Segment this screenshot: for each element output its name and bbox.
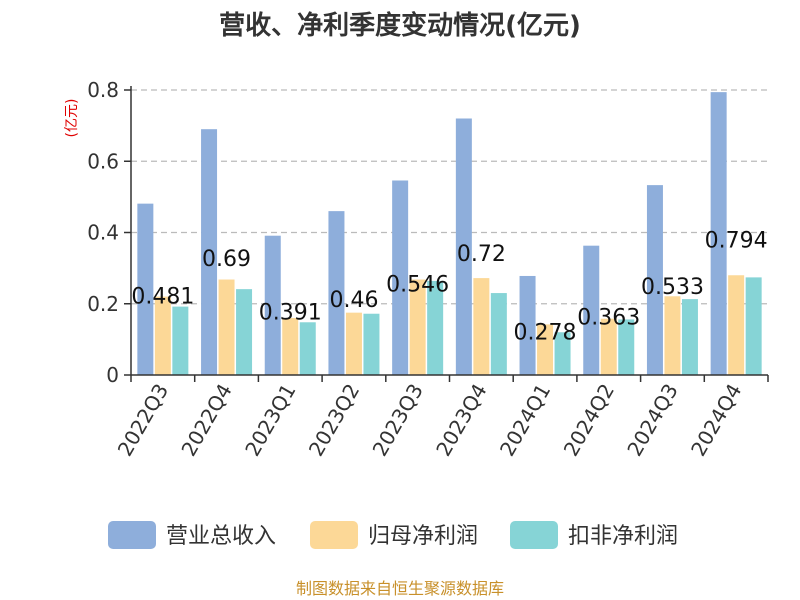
bar-series-2 [600, 318, 617, 375]
legend-swatch [310, 521, 358, 549]
bar-series-1 [328, 211, 345, 375]
bar-series-3 [681, 299, 698, 375]
bar-series-1 [519, 275, 536, 375]
x-tick-label: 2023Q1 [240, 380, 300, 461]
data-label: 0.533 [641, 275, 704, 300]
x-tick-label: 2023Q2 [304, 380, 364, 461]
bar-series-3 [490, 293, 507, 375]
data-label: 0.278 [514, 320, 577, 345]
bar-series-2 [728, 275, 745, 375]
data-labels: 0.481 0.69 0.391 0.46 0.546 0.72 0.2780.3630.5… [131, 229, 767, 346]
bar-series-2 [409, 279, 426, 375]
bar-series-2 [537, 324, 554, 375]
bar-series-3 [172, 306, 189, 375]
bar-series-1 [201, 129, 218, 375]
bar-series-2 [154, 296, 171, 375]
x-tick-label: 2024Q2 [559, 380, 619, 461]
bar-series-2 [218, 279, 235, 375]
legend-label: 归母净利润 [368, 524, 478, 549]
y-tick-label: 0.4 [87, 221, 119, 245]
bar-series-1 [264, 235, 281, 375]
bar-series-1 [392, 180, 409, 375]
bar-series-3 [363, 313, 380, 375]
data-label: 0.363 [577, 305, 640, 330]
x-tick-label: 2022Q3 [113, 380, 173, 461]
bar-series-1 [583, 245, 600, 375]
x-tick-label: 2024Q4 [686, 380, 746, 461]
x-tick-label: 2022Q4 [176, 380, 236, 461]
bars [137, 92, 762, 375]
y-tick-label: 0.6 [87, 149, 119, 173]
data-label: 0.481 [131, 284, 194, 309]
bar-series-3 [745, 277, 762, 375]
legend-swatch [108, 521, 156, 549]
legend-swatch [510, 521, 558, 549]
x-tick-label: 2023Q3 [368, 380, 428, 461]
data-label: 0.546 [386, 273, 449, 298]
x-tick-label: 2023Q4 [431, 379, 491, 460]
bar-series-3 [554, 332, 571, 375]
bar-series-1 [710, 92, 727, 375]
bar-series-2 [664, 296, 681, 375]
data-label: 0.69 [202, 247, 251, 272]
y-tick-label: 0 [106, 363, 119, 387]
y-axis-label: (亿元) [64, 99, 80, 138]
bar-series-2 [473, 278, 490, 375]
bar-series-3 [236, 289, 253, 375]
data-label: 0.72 [457, 242, 506, 267]
chart-title: 营收、净利季度变动情况(亿元) [219, 10, 581, 41]
bar-series-1 [455, 118, 472, 375]
source-note: 制图数据来自恒生聚源数据库 [296, 579, 504, 598]
bar-series-1 [646, 185, 663, 375]
legend: 营业总收入 归母净利润 扣非净利润 [108, 521, 678, 549]
legend-label: 扣非净利润 [568, 524, 678, 549]
data-label: 0.46 [329, 288, 378, 313]
data-label: 0.391 [259, 300, 322, 325]
data-label: 0.794 [705, 229, 768, 254]
bar-series-3 [299, 322, 316, 375]
x-tick-label: 2024Q3 [622, 380, 682, 461]
bar-series-2 [345, 312, 362, 375]
bar-series-2 [282, 318, 299, 375]
y-tick-label: 0.8 [87, 78, 119, 102]
bar-series-3 [618, 319, 635, 375]
bar-series-3 [427, 280, 444, 375]
legend-label: 营业总收入 [166, 524, 276, 549]
x-tick-label: 2024Q1 [495, 380, 555, 461]
y-tick-label: 0.2 [87, 292, 119, 316]
bar-series-1 [137, 203, 154, 375]
